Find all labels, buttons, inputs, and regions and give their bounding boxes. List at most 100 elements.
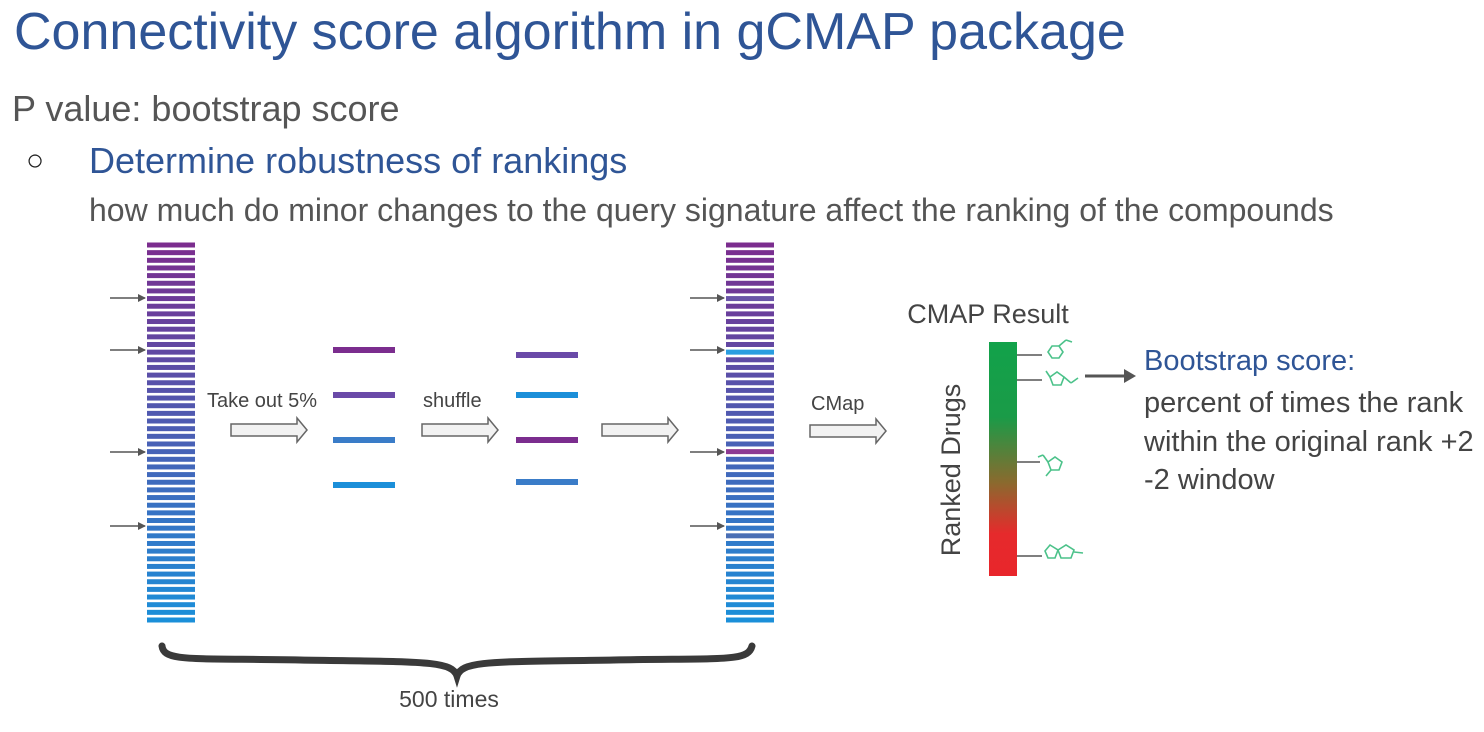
gene-band [726, 349, 774, 355]
gene-band [726, 242, 774, 248]
gene-band [147, 341, 195, 347]
gene-band [726, 273, 774, 279]
gene-band [726, 548, 774, 554]
gene-band [147, 571, 195, 577]
gene-band [147, 349, 195, 355]
gene-band [147, 257, 195, 263]
gene-band [726, 609, 774, 615]
gene-band [147, 456, 195, 462]
gene-band [147, 502, 195, 508]
cmap-arrow [809, 416, 887, 446]
gene-band [147, 464, 195, 470]
score-arrow [1085, 369, 1136, 383]
bullet-marker: ○ [26, 144, 45, 177]
take-out-label: Take out 5% [207, 390, 317, 412]
gene-band [726, 510, 774, 516]
gene-band [147, 250, 195, 256]
gene-band [726, 433, 774, 439]
gene-band [147, 242, 195, 248]
repeat-label: 500 times [399, 686, 499, 712]
gene-band [726, 311, 774, 317]
gene-band [726, 472, 774, 478]
bootstrap-score-title: Bootstrap score: [1144, 345, 1356, 377]
ranked-drugs-bar [989, 342, 1017, 576]
gene-band [726, 441, 774, 447]
ranked-drugs-label: Ranked Drugs [936, 384, 966, 557]
gene-band [147, 288, 195, 294]
removed-gene-band [333, 482, 395, 488]
gene-band [147, 403, 195, 409]
molecule-icon [1037, 454, 1063, 477]
gene-band [726, 479, 774, 485]
shuffled-gene-band [516, 479, 578, 485]
gene-band [147, 410, 195, 416]
gene-band [726, 334, 774, 340]
gene-band [147, 487, 195, 493]
gene-band [147, 563, 195, 569]
repeat-brace [158, 642, 756, 688]
gene-band [726, 387, 774, 393]
gene-band [147, 395, 195, 401]
gene-band [147, 556, 195, 562]
gene-band [147, 579, 195, 585]
ranked-drug-ticks [1017, 354, 1042, 557]
molecule-icon [1044, 543, 1084, 559]
gene-band [726, 280, 774, 286]
shuffled-genes-column [516, 352, 578, 485]
gene-band [147, 533, 195, 539]
gene-band [147, 303, 195, 309]
gene-band [726, 502, 774, 508]
gene-band [726, 265, 774, 271]
gene-band [726, 540, 774, 546]
gene-band [147, 594, 195, 600]
gene-band [726, 456, 774, 462]
removed-gene-band [333, 347, 395, 353]
gene-band [726, 395, 774, 401]
shuffled-gene-band [516, 437, 578, 443]
gene-band [726, 288, 774, 294]
gene-band [726, 372, 774, 378]
cmap-result-title: CMAP Result [907, 299, 1069, 329]
gene-band [726, 357, 774, 363]
gene-band [726, 341, 774, 347]
shuffled-gene-band [516, 352, 578, 358]
gene-band [147, 617, 195, 623]
gene-band [147, 510, 195, 516]
slide-subheading: P value: bootstrap score [12, 88, 400, 129]
gene-band [726, 326, 774, 332]
removed-gene-band [333, 437, 395, 443]
shuffle-arrow [421, 415, 499, 445]
gene-band [726, 602, 774, 608]
gene-band [726, 380, 774, 386]
gene-band [147, 525, 195, 531]
cmap-label: CMap [811, 393, 864, 415]
gene-band [726, 403, 774, 409]
gene-band [147, 326, 195, 332]
gene-band [726, 303, 774, 309]
gene-band [726, 586, 774, 592]
gene-band [726, 579, 774, 585]
molecule-icon [1047, 339, 1073, 359]
removed-genes-column [333, 347, 395, 488]
gene-band [726, 464, 774, 470]
gene-band [147, 334, 195, 340]
gene-band [147, 357, 195, 363]
molecule-icon [1045, 370, 1079, 386]
gene-band [147, 602, 195, 608]
gene-band [147, 548, 195, 554]
gene-band [147, 387, 195, 393]
gene-band [147, 495, 195, 501]
gene-band [147, 586, 195, 592]
gene-band [147, 311, 195, 317]
gene-band [726, 364, 774, 370]
selection-arrows [110, 294, 725, 530]
shuffle-label: shuffle [423, 390, 482, 412]
original-signature-column [147, 242, 195, 623]
gene-band [726, 556, 774, 562]
gene-band [147, 265, 195, 271]
slide-title: Connectivity score algorithm in gCMAP pa… [14, 3, 1126, 61]
gene-band [726, 594, 774, 600]
gene-band [726, 571, 774, 577]
bootstrap-score-description: percent of times the rank within the ori… [1144, 387, 1474, 496]
